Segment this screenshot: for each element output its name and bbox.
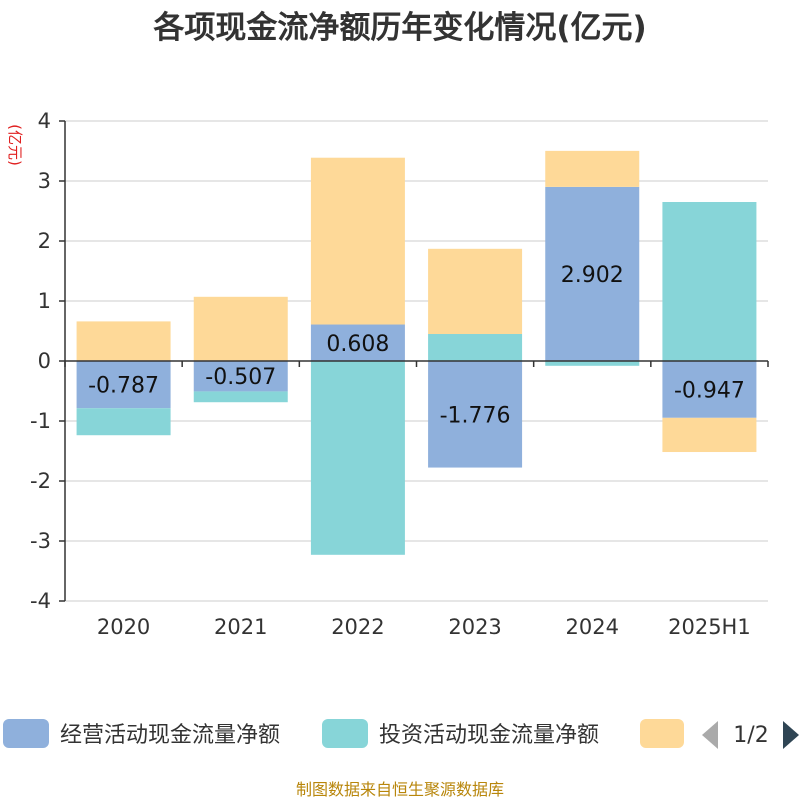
- y-ticks: 4 3 2 1 0 -1 -2 -3 -4: [30, 109, 51, 613]
- data-label: -0.947: [674, 378, 745, 403]
- y-tick-label: 1: [38, 289, 51, 313]
- y-tick-label: 0: [38, 349, 51, 373]
- y-tick-label: -2: [30, 469, 51, 493]
- data-labels: -0.787 -0.507 0.608 -1.776 2.902 -0.947: [88, 263, 745, 428]
- x-tick-label: 2025H1: [668, 615, 751, 639]
- data-label: -0.507: [205, 365, 276, 390]
- bar-segment: [310, 157, 405, 325]
- bars: [76, 150, 757, 555]
- data-label: -1.776: [440, 403, 511, 428]
- x-tick-label: 2021: [214, 615, 267, 639]
- bar-segment: [76, 361, 171, 409]
- y-tick-label: -1: [30, 409, 51, 433]
- legend-label-operating: 经营活动现金流量净额: [60, 723, 280, 748]
- x-tick-label: 2023: [448, 615, 501, 639]
- y-tick-label: 2: [38, 229, 51, 253]
- bar-segment: [428, 248, 523, 334]
- y-tick-label: -3: [30, 529, 51, 553]
- bar-segment: [545, 186, 640, 361]
- x-tick-label: 2024: [566, 615, 619, 639]
- triangle-left-icon[interactable]: [702, 721, 718, 749]
- bar-segment: [545, 361, 640, 366]
- data-label: 0.608: [326, 332, 389, 357]
- legend-item-investing[interactable]: 投资活动现金流量净额: [322, 719, 599, 748]
- bar-segment: [428, 361, 523, 468]
- bar-segment: [662, 202, 757, 361]
- bar-segment: [193, 361, 288, 392]
- bar-segment: [545, 150, 640, 187]
- legend-label-investing: 投资活动现金流量净额: [379, 723, 599, 748]
- chart-title: 各项现金流净额历年变化情况(亿元): [152, 10, 646, 46]
- y-tick-label: 3: [38, 169, 51, 193]
- legend-item-third[interactable]: [640, 719, 684, 748]
- x-ticks: 2020 2021 2022 2023 2024 2025H1: [97, 615, 751, 639]
- bar-segment: [662, 417, 757, 453]
- y-axis-label: (亿元): [6, 124, 24, 166]
- bar-segment: [193, 391, 288, 403]
- x-tick-label: 2022: [331, 615, 384, 639]
- bar-segment: [76, 321, 171, 361]
- axes: [59, 120, 769, 602]
- legend-item-operating[interactable]: 经营活动现金流量净额: [3, 719, 280, 748]
- data-label: 2.902: [561, 263, 624, 288]
- footer-source: 制图数据来自恒生聚源数据库: [296, 780, 504, 799]
- y-tick-label: 4: [38, 109, 51, 133]
- x-tick-label: 2020: [97, 615, 150, 639]
- y-tick-label: -4: [30, 589, 51, 613]
- bar-segment: [76, 408, 171, 436]
- bar-segment: [428, 334, 523, 361]
- legend-swatch-investing: [322, 719, 368, 748]
- bar-segment: [310, 361, 405, 555]
- data-label: -0.787: [88, 374, 159, 399]
- legend-pager: 1/2: [702, 721, 799, 749]
- legend: 经营活动现金流量净额 投资活动现金流量净额 1/2: [3, 719, 799, 749]
- triangle-right-icon[interactable]: [783, 721, 799, 749]
- bar-segment: [662, 361, 757, 418]
- legend-page-indicator: 1/2: [733, 723, 768, 748]
- legend-swatch-third: [640, 719, 684, 748]
- bar-segment: [193, 296, 288, 361]
- bar-segment: [310, 324, 405, 361]
- legend-swatch-operating: [3, 719, 49, 748]
